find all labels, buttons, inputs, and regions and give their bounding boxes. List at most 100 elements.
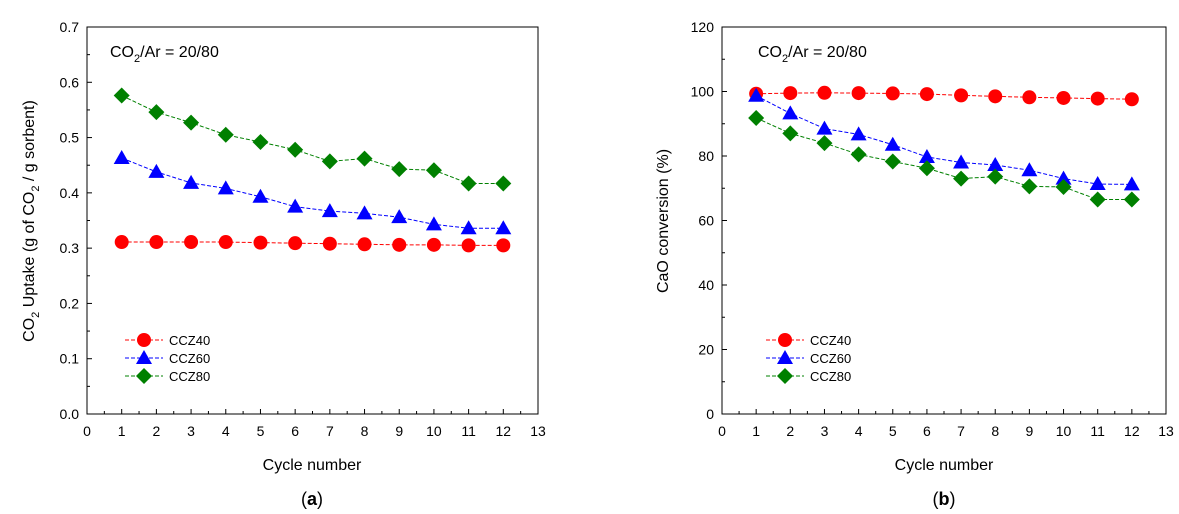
panel-a-x-tick-label: 8: [361, 423, 369, 439]
panel-a-x-tick-label: 10: [426, 423, 442, 439]
panel-b-ccz40-line: [756, 92, 1132, 100]
panel-b-x-tick-label: 9: [1025, 423, 1033, 439]
panel-a-ccz60-line: [121, 157, 504, 229]
panel-b-ccz40-point: [954, 88, 969, 103]
panel-a-ccz40-point: [322, 236, 337, 251]
panel-a-x-tick-label: 9: [395, 423, 403, 439]
panel-b-ccz40-point: [1056, 90, 1071, 105]
panel-b-y-tick-label: 0: [706, 406, 714, 422]
panel-a-ccz60-point: [460, 220, 477, 235]
panel-a-ccz80-point: [217, 126, 234, 143]
panel-a-x-tick-label: 4: [222, 423, 230, 439]
panel-a-x-axis-title: Cycle number: [263, 457, 362, 474]
panel-a-ccz40-point: [357, 237, 372, 252]
panel-b-ccz80-point: [1021, 178, 1038, 195]
panel-a-x-tick-label: 3: [187, 423, 195, 439]
panel-a-ccz80-point: [252, 133, 269, 150]
panel-a-x-tick-label: 6: [291, 423, 299, 439]
panel-b-ccz60-point: [987, 157, 1004, 172]
panel-b-y-tick-label: 60: [698, 213, 714, 229]
panel-a-ccz80-point: [356, 150, 373, 167]
panel-b-x-tick-label: 12: [1124, 423, 1140, 439]
panel-a-ccz80-point: [495, 175, 512, 192]
panel-b-x-tick-label: 1: [752, 423, 760, 439]
panel-a-legend-ccz40-marker: [137, 333, 151, 347]
panel-b-plot-frame: [721, 26, 1167, 415]
panel-b-y-tick-label: 40: [698, 277, 714, 293]
panel-a-ccz80-point: [391, 161, 408, 178]
panel-a-ccz80-point: [113, 87, 130, 104]
panel-b-ccz60-point: [918, 148, 935, 163]
panel-b-legend-ccz40-marker: [778, 333, 792, 347]
panel-a-ccz40-point: [461, 238, 476, 253]
panel-a-ccz40-point: [149, 235, 164, 250]
panel-b-ccz80-point: [1055, 178, 1072, 195]
panel-b-ccz60-point: [1123, 176, 1140, 191]
panel-b-x-tick-label: 6: [923, 423, 931, 439]
panel-a-y-tick-label: 0.0: [60, 406, 80, 422]
panel-b-y-tick-label: 100: [691, 84, 715, 100]
panel-b-ccz80-point: [987, 168, 1004, 185]
panel-a-y-tick-label: 0.1: [60, 351, 80, 367]
panel-b-x-tick-label: 5: [889, 423, 897, 439]
panel-a-x-tick-label: 13: [530, 423, 546, 439]
panel-a-x-tick-label: 12: [496, 423, 512, 439]
panel-b-legend: CCZ40 CCZ60 CCZ80: [766, 333, 851, 384]
panel-b-y-tick-label: 20: [698, 342, 714, 358]
panel-a-ccz40-line: [121, 241, 504, 246]
panel-a-ccz60-point: [321, 203, 338, 218]
panel-a-label: (a): [301, 489, 323, 509]
panel-a-ccz80-point: [460, 175, 477, 192]
panel-a-ccz60-point: [391, 209, 408, 224]
panel-a-ccz60-point: [148, 163, 165, 178]
panel-a-y-tick-label: 0.6: [60, 74, 80, 90]
panel-b-ccz80-point: [782, 125, 799, 142]
panel-a-ccz80-line: [121, 95, 504, 184]
panel-a-y-tick-label: 0.3: [60, 240, 80, 256]
panel-a-y-axis-title: CO2 Uptake (g of CO2 / g sorbent): [21, 100, 42, 342]
panel-a-ccz40-point: [426, 237, 441, 252]
panel-a-ccz40-point: [114, 235, 129, 250]
panel-b-y-tick-label: 120: [691, 19, 715, 35]
panel-b-x-tick-label: 11: [1090, 423, 1105, 439]
panel-b-legend-ccz80-label: CCZ80: [810, 369, 851, 384]
panel-b-ccz60-point: [850, 126, 867, 141]
panel-b-ccz60-point: [1021, 162, 1038, 177]
panel-a-y-tick-label: 0.7: [60, 19, 80, 35]
panel-b-ccz80-point: [850, 146, 867, 163]
panel-b-x-tick-label: 2: [786, 423, 794, 439]
panel-b-legend-ccz60-marker: [777, 350, 793, 364]
panel-b-legend-ccz80-marker: [777, 368, 793, 384]
panel-b-ccz40-point: [851, 86, 866, 101]
panel-b-x-tick-label: 7: [957, 423, 965, 439]
panel-a-ccz40-point: [392, 237, 407, 252]
panel-a-legend-ccz40-label: CCZ40: [169, 333, 210, 348]
panel-b-ccz60-point: [816, 120, 833, 135]
panel-b-ccz80-point: [748, 109, 765, 126]
panel-a-legend-ccz60-label: CCZ60: [169, 351, 210, 366]
panel-b-ccz40-point: [1022, 90, 1037, 105]
panel-a-ccz80-point: [287, 141, 304, 158]
panel-b-x-tick-label: 10: [1056, 423, 1072, 439]
panel-b-ccz60-point: [884, 136, 901, 151]
panel-a-ccz40-point: [496, 238, 511, 253]
panel-a-x-tick-label: 2: [152, 423, 160, 439]
panel-b-y-axis-title: CaO conversion (%): [655, 149, 672, 293]
panel-a-ccz80-point: [183, 114, 200, 131]
panel-b-ccz60-point: [953, 154, 970, 169]
panel-a-x-tick-label: 1: [118, 423, 126, 439]
panel-a-ccz60-point: [252, 188, 269, 203]
panel-a-ccz60-point: [425, 216, 442, 231]
panel-b-ccz80-point: [1123, 191, 1140, 208]
panel-a-legend-ccz60-marker: [136, 350, 152, 364]
panel-a-ccz60-point: [356, 205, 373, 220]
panel-b-ccz40-point: [1124, 92, 1139, 107]
panel-a-y-tick-label: 0.4: [60, 185, 80, 201]
panel-a-ccz60-point: [113, 150, 130, 165]
panel-a-annotation: CO2/Ar = 20/80: [110, 44, 219, 65]
panel-b-ccz60-point: [1089, 176, 1106, 191]
panel-a-legend-ccz80-label: CCZ80: [169, 369, 210, 384]
panel-a-ccz60-point: [495, 220, 512, 235]
panel-b-ccz40-point: [988, 89, 1003, 104]
